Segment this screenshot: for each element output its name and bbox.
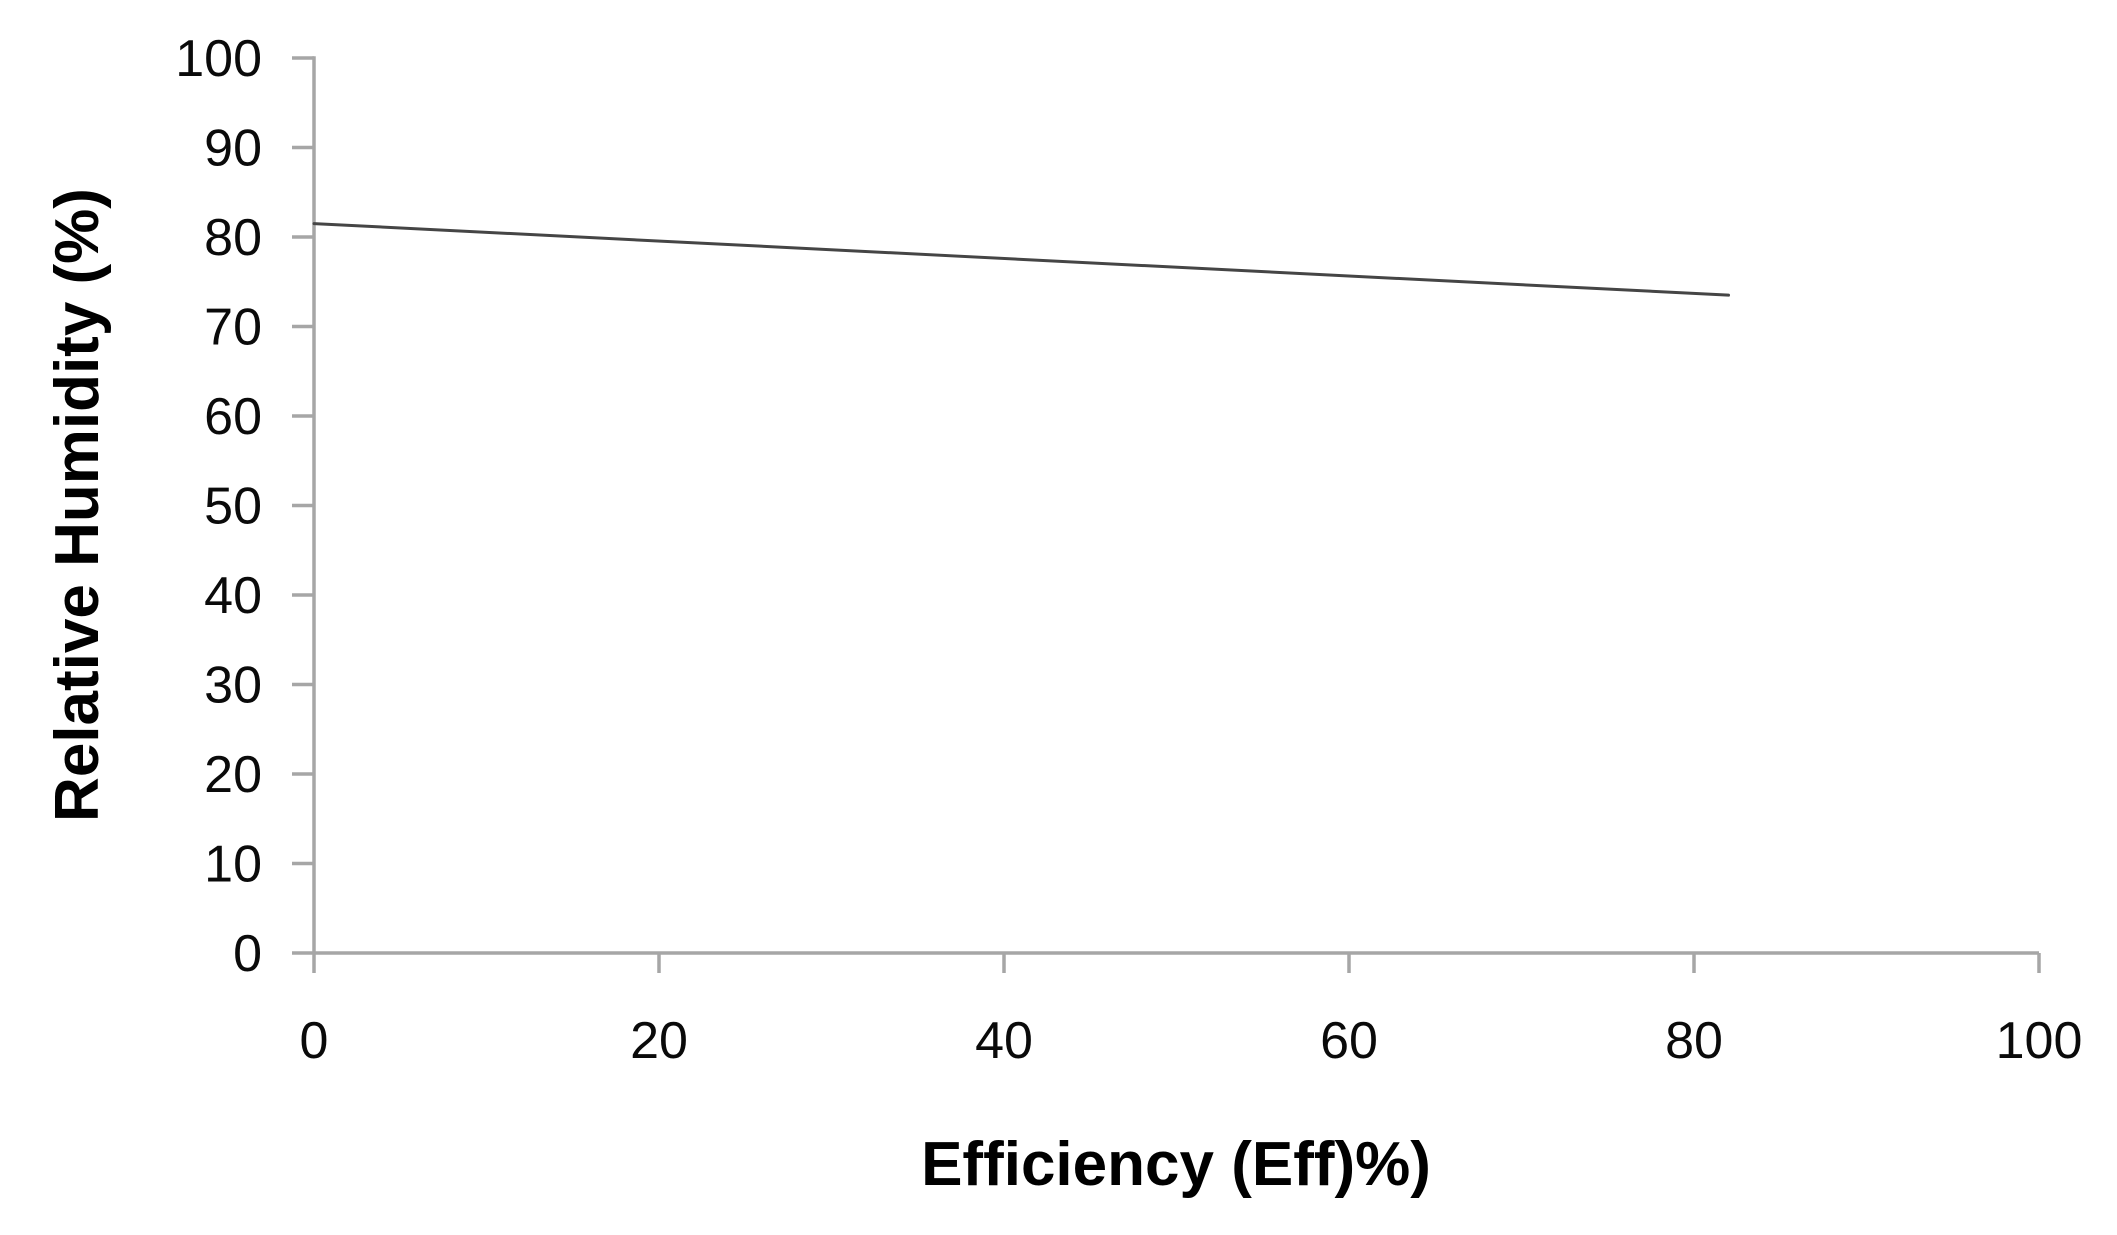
tick-labels-layer: 0 10 20 30 40 50 60 70 80 90 100 0 20 40 60 80 100: [175, 30, 2082, 1070]
x-tick-label: 20: [630, 1012, 688, 1070]
x-tick-label: 60: [1320, 1012, 1378, 1070]
y-axis-title: Relative Humidity (%): [43, 188, 112, 822]
y-tick-label: 0: [233, 925, 262, 983]
y-tick-label: 40: [204, 567, 262, 625]
axes-layer: [292, 56, 2041, 973]
x-tick-label: 80: [1665, 1012, 1723, 1070]
x-tick-label: 100: [1996, 1012, 2083, 1070]
x-tick-label: 40: [975, 1012, 1033, 1070]
y-tick-label: 10: [204, 836, 262, 894]
y-tick-label: 90: [204, 120, 262, 178]
series-layer: [312, 222, 1730, 297]
y-tick-label: 50: [204, 478, 262, 536]
y-tick-label: 80: [204, 209, 262, 267]
y-tick-label: 60: [204, 388, 262, 446]
y-tick-label: 100: [175, 30, 262, 88]
y-tick-label: 20: [204, 746, 262, 804]
x-axis-title: Efficiency (Eff)%): [921, 1130, 1431, 1199]
x-tick-label: 0: [300, 1012, 329, 1070]
y-tick-label: 70: [204, 299, 262, 357]
y-tick-label: 30: [204, 657, 262, 715]
series-line: [312, 222, 1730, 297]
